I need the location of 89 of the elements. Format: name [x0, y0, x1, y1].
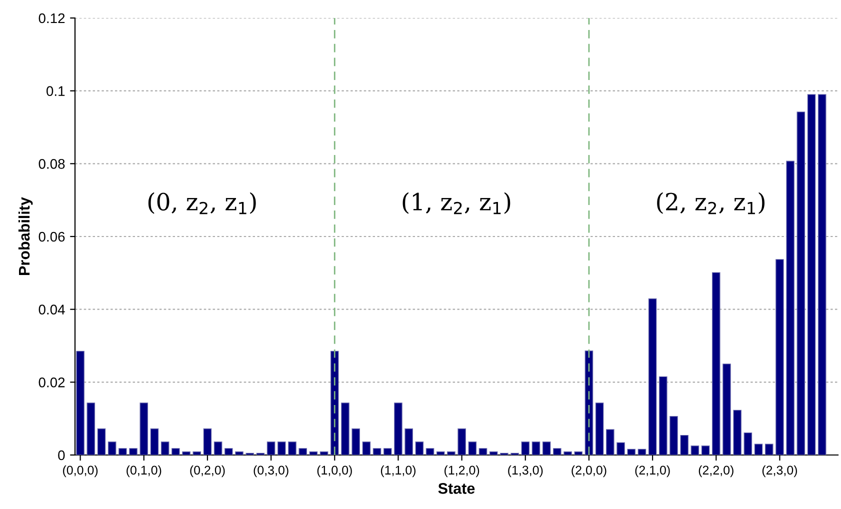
bar: [160, 442, 170, 455]
bar: [383, 448, 392, 455]
bar: [627, 448, 636, 455]
bar: [722, 364, 731, 455]
annotation: (0, z$_{2}$, z$_{1}$): [148, 192, 256, 214]
bar: [807, 94, 816, 455]
bar: [415, 442, 424, 455]
x-tick-label: (0,2,0): [190, 465, 225, 478]
x-tick-label: (2,1,0): [635, 465, 670, 478]
x-tick-label: (2,3,0): [762, 465, 798, 478]
x-tick-label: (0,0,0): [63, 465, 98, 478]
bar: [776, 259, 784, 455]
bar: [701, 446, 710, 455]
y-tick-label: 0.08: [38, 159, 65, 169]
annotation: (1, z$_{2}$, z$_{1}$): [402, 192, 510, 214]
bar: [86, 402, 96, 455]
bar: [298, 448, 308, 455]
bar: [108, 442, 116, 455]
bar: [447, 451, 456, 455]
bar: [532, 442, 540, 455]
bar: [182, 451, 190, 455]
bar: [404, 428, 413, 455]
x-tick-label: (1,3,0): [508, 465, 543, 478]
bar: [638, 448, 646, 455]
bar: [235, 451, 244, 455]
bar: [468, 442, 477, 455]
bar: [266, 442, 276, 455]
bar: [648, 298, 657, 455]
bar: [564, 451, 572, 455]
bar: [426, 448, 434, 455]
x-tick-label: (1,0,0): [317, 465, 352, 478]
bar: [542, 442, 551, 455]
y-tick-label: 0.1: [46, 86, 65, 96]
bar: [352, 428, 360, 455]
x-tick-label: (0,1,0): [126, 465, 162, 478]
y-tick-label: 0.02: [38, 378, 65, 388]
bar: [595, 402, 604, 455]
x-axis-title: State: [438, 483, 475, 494]
bar: [616, 442, 625, 455]
bar: [214, 442, 222, 455]
y-tick-label: 0.12: [38, 13, 65, 24]
bar: [670, 416, 678, 455]
bar: [224, 448, 233, 455]
bar: [690, 446, 700, 455]
bar: [320, 451, 328, 455]
bar: [489, 451, 498, 455]
bar: [309, 451, 318, 455]
bar: [362, 442, 371, 455]
bar: [712, 272, 720, 455]
bar: [436, 451, 445, 455]
x-tick-label: (2,2,0): [698, 465, 734, 478]
bar: [574, 451, 583, 455]
bar: [394, 402, 402, 455]
bar: [118, 448, 127, 455]
bar: [129, 448, 138, 455]
bar: [796, 112, 806, 455]
annotation: (2, z$_{2}$, z$_{1}$): [657, 192, 764, 214]
y-tick-label: 0: [58, 450, 65, 460]
x-tick-label: (2,0,0): [572, 465, 606, 478]
x-tick-label: (1,2,0): [444, 465, 480, 478]
x-tick-label: (0,3,0): [254, 465, 288, 478]
bar: [521, 442, 530, 455]
bar: [150, 428, 159, 455]
bar: [658, 376, 668, 455]
bar: [553, 448, 562, 455]
bar: [203, 428, 212, 455]
bar: [606, 429, 614, 455]
bar: [458, 428, 466, 455]
y-axis-title: Probability: [18, 197, 33, 275]
y-tick-label: 0.06: [38, 232, 65, 242]
bar: [786, 160, 794, 455]
y-tick-label: 0.04: [38, 304, 65, 315]
bar: [192, 451, 202, 455]
bar: [744, 432, 752, 455]
bar: [818, 94, 826, 455]
bar: [764, 444, 774, 455]
bar: [680, 434, 689, 455]
bar: [733, 410, 742, 455]
x-tick-label: (1,1,0): [380, 465, 416, 478]
bar: [172, 448, 180, 455]
bar: [288, 442, 296, 455]
bar: [97, 428, 106, 455]
bar: [140, 402, 148, 455]
bar: [277, 442, 286, 455]
bar: [372, 448, 382, 455]
bar: [341, 402, 350, 455]
bar: [754, 444, 763, 455]
bar: [478, 448, 488, 455]
bar: [76, 350, 84, 455]
